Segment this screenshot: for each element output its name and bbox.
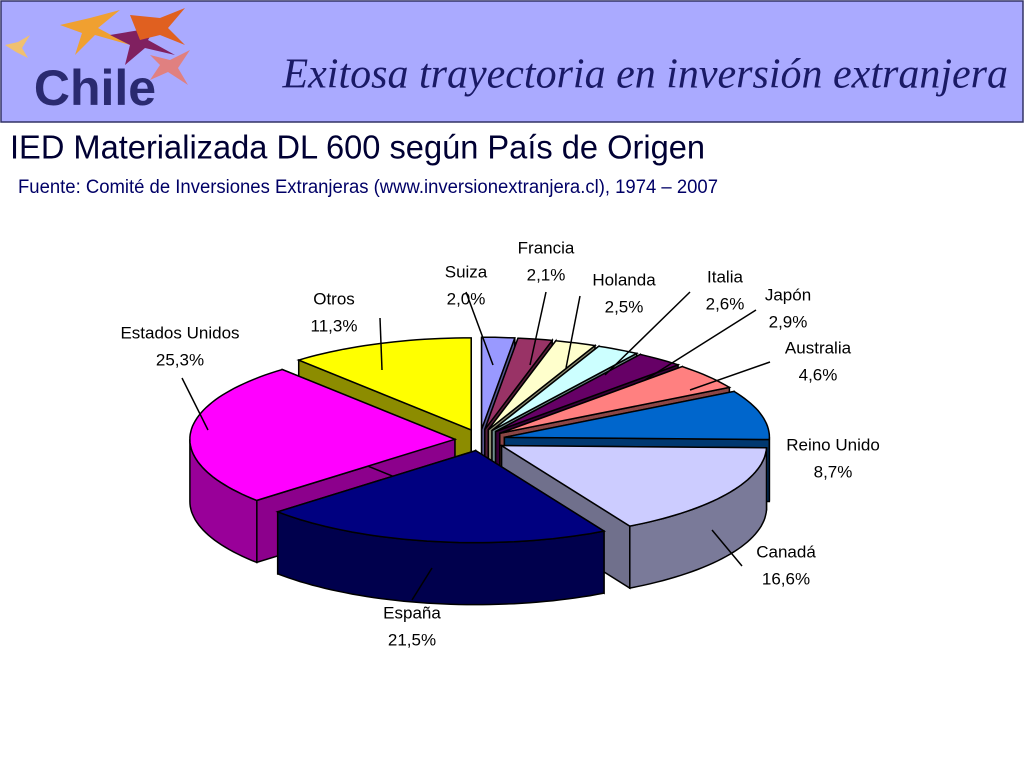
- slice-label: Otros: [313, 289, 355, 308]
- slice-label: Italia: [707, 267, 743, 286]
- value-label: 25,3%: [156, 350, 204, 369]
- slice-label: Japón: [765, 285, 811, 304]
- slice-label: Suiza: [445, 262, 488, 281]
- value-label: 21,5%: [388, 630, 436, 649]
- value-label: 11,3%: [311, 316, 358, 335]
- slice-label: Estados Unidos: [120, 323, 239, 342]
- header-title: Exitosa trayectoria en inversión extranj…: [281, 52, 1008, 98]
- value-label: 2,6%: [706, 294, 745, 313]
- chart-subtitle: Fuente: Comité de Inversiones Extranjera…: [18, 177, 718, 198]
- slice-label: Holanda: [592, 270, 656, 289]
- value-label: 2,9%: [769, 312, 808, 331]
- value-label: 4,6%: [799, 365, 838, 384]
- slice-label: Francia: [518, 238, 575, 257]
- value-label: 2,1%: [527, 265, 566, 284]
- value-label: 16,6%: [762, 569, 810, 588]
- slice-label: Canadá: [756, 542, 816, 561]
- slice-label: Australia: [785, 338, 852, 357]
- slice-label: Reino Unido: [786, 435, 880, 454]
- value-label: 2,5%: [605, 297, 644, 316]
- pie: [190, 337, 770, 604]
- slice-label: España: [383, 603, 441, 622]
- chart-title: IED Materializada DL 600 según País de O…: [10, 129, 705, 166]
- value-label: 8,7%: [814, 462, 853, 481]
- logo-text: Chile: [34, 60, 156, 116]
